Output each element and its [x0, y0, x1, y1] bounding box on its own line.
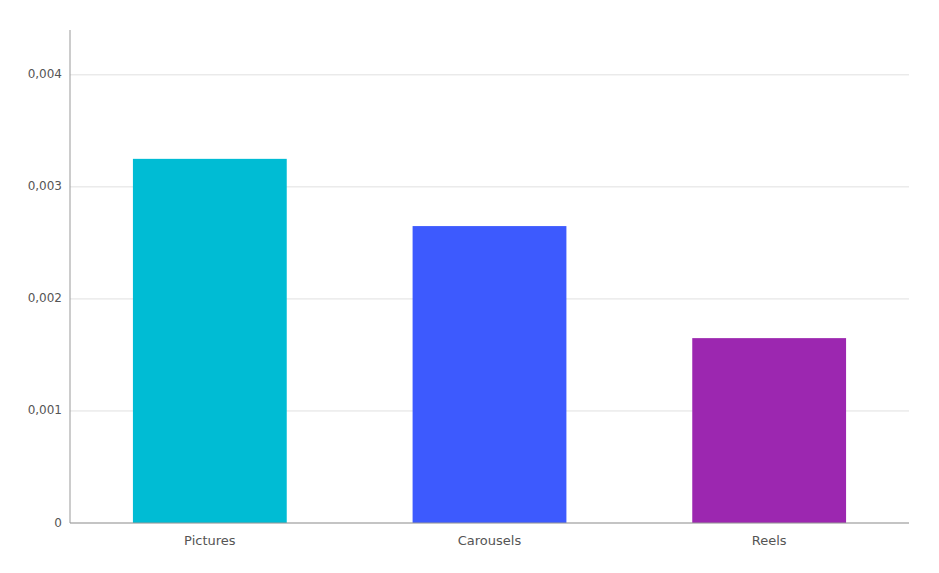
x-axis: Pictures Carousels Reels: [184, 533, 787, 548]
y-axis: 0 0,001 0,002 0,003 0,004: [28, 67, 909, 529]
grid-line: [70, 74, 909, 75]
x-tick-label: Carousels: [458, 533, 522, 548]
y-tick-label: 0,001: [28, 403, 62, 417]
grid-line: [70, 523, 909, 524]
y-tick-label: 0,003: [28, 179, 62, 193]
background: [0, 0, 939, 573]
bar: [692, 338, 846, 523]
y-tick-label: 0,002: [28, 291, 62, 305]
x-tick-label: Reels: [752, 533, 787, 548]
y-tick-label: 0,004: [28, 67, 62, 81]
chart-container: 0 0,001 0,002 0,003 0,004 Pictures Carousels Re…: [0, 0, 939, 573]
bar: [413, 226, 567, 523]
bar: [133, 159, 287, 523]
chart-svg: 0 0,001 0,002 0,003 0,004 Pictures Carousels Re…: [0, 0, 939, 573]
x-tick-label: Pictures: [184, 533, 236, 548]
x-axis-line: [70, 523, 909, 524]
bars: [133, 159, 846, 523]
y-axis-line: [70, 30, 71, 523]
y-tick-label: 0: [54, 516, 62, 530]
